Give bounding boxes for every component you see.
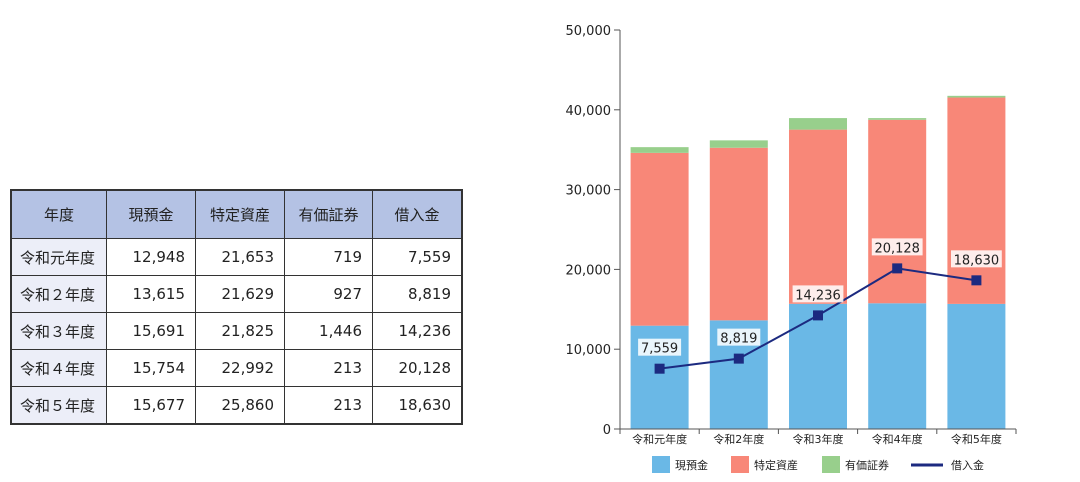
table-cell: 14,236	[372, 312, 463, 350]
legend-swatch	[822, 456, 840, 473]
legend-label: 現預金	[675, 458, 708, 472]
table-header: 有価証券	[284, 189, 373, 239]
data-label-bg	[951, 250, 1002, 268]
bar-segment	[789, 118, 847, 130]
table-cell: 1,446	[284, 312, 373, 350]
table-header: 借入金	[372, 189, 463, 239]
data-label-bg	[871, 238, 923, 256]
x-tick-label: 令和4年度	[872, 432, 923, 446]
bar-segment	[709, 147, 768, 321]
legend-label: 借入金	[951, 458, 984, 472]
table-cell: 18,630	[372, 386, 463, 425]
bar-segment	[947, 95, 1006, 98]
table-cell: 22,992	[195, 349, 285, 387]
table-cell: 7,559	[372, 238, 463, 276]
legend-swatch	[652, 456, 670, 473]
table-row: 令和２年度 13,615 21,629 927 8,819	[10, 275, 463, 313]
table-cell: 令和４年度	[10, 349, 107, 387]
bar-segment	[868, 119, 927, 304]
x-tick-label: 令和元年度	[632, 432, 687, 446]
data-label: 8,819	[720, 332, 757, 347]
line-marker	[971, 275, 982, 286]
table-cell: 213	[284, 349, 373, 387]
table-cell: 令和元年度	[10, 238, 107, 276]
bar-segment	[709, 140, 768, 148]
data-label: 7,559	[641, 342, 678, 357]
bar-segment	[868, 303, 927, 429]
table-cell: 15,677	[106, 386, 196, 425]
data-label-bg	[638, 338, 682, 356]
bar-segment	[947, 97, 1006, 304]
table-cell: 令和５年度	[10, 386, 107, 425]
table-cell: 令和２年度	[10, 275, 107, 313]
y-tick-label: 50,000	[566, 24, 612, 39]
table-cell: 15,691	[106, 312, 196, 350]
table-cell: 令和３年度	[10, 312, 107, 350]
line-marker	[813, 310, 823, 321]
data-label-bg	[717, 328, 761, 346]
line-marker	[892, 263, 903, 274]
legend-label: 特定資産	[754, 458, 798, 472]
bar-segment	[868, 118, 927, 120]
x-tick-label: 令和3年度	[793, 432, 844, 446]
table-cell: 213	[284, 386, 373, 425]
x-tick-label: 令和5年度	[951, 432, 1002, 446]
table-cell: 8,819	[372, 275, 463, 313]
data-label: 18,630	[954, 253, 1000, 268]
y-tick-label: 40,000	[566, 104, 612, 119]
table-row: 令和３年度 15,691 21,825 1,446 14,236	[10, 312, 463, 350]
data-label-bg	[792, 285, 844, 303]
data-table: 年度 現預金 特定資産 有価証券 借入金 令和元年度 12,948 21,653…	[10, 189, 463, 425]
y-tick-label: 20,000	[566, 263, 612, 278]
y-tick-label: 30,000	[566, 184, 612, 199]
bar-segment	[630, 147, 689, 153]
bar-segment	[789, 129, 847, 304]
bar-segment	[789, 303, 847, 429]
table-cell: 13,615	[106, 275, 196, 313]
legend-label: 有価証券	[845, 458, 889, 472]
line-marker	[733, 353, 744, 364]
legend-swatch	[731, 456, 749, 473]
table-row: 令和５年度 15,677 25,860 213 18,630	[10, 386, 463, 425]
table-row: 令和４年度 15,754 22,992 213 20,128	[10, 349, 463, 387]
bar-segment	[947, 303, 1006, 429]
table-header-row: 年度 現預金 特定資産 有価証券 借入金	[10, 189, 463, 239]
y-tick-label: 10,000	[566, 343, 612, 358]
table-cell: 21,653	[195, 238, 285, 276]
table-cell: 12,948	[106, 238, 196, 276]
x-tick-label: 令和2年度	[713, 432, 764, 446]
y-tick-label: 0	[603, 423, 611, 438]
data-label: 20,128	[874, 241, 920, 256]
table-row: 令和元年度 12,948 21,653 719 7,559	[10, 238, 463, 276]
bar-segment	[630, 152, 689, 326]
table-cell: 21,825	[195, 312, 285, 350]
table-cell: 25,860	[195, 386, 285, 425]
table-cell: 927	[284, 275, 373, 313]
data-label: 14,236	[795, 288, 841, 303]
line-marker	[654, 363, 665, 374]
table-cell: 20,128	[372, 349, 463, 387]
table-cell: 15,754	[106, 349, 196, 387]
